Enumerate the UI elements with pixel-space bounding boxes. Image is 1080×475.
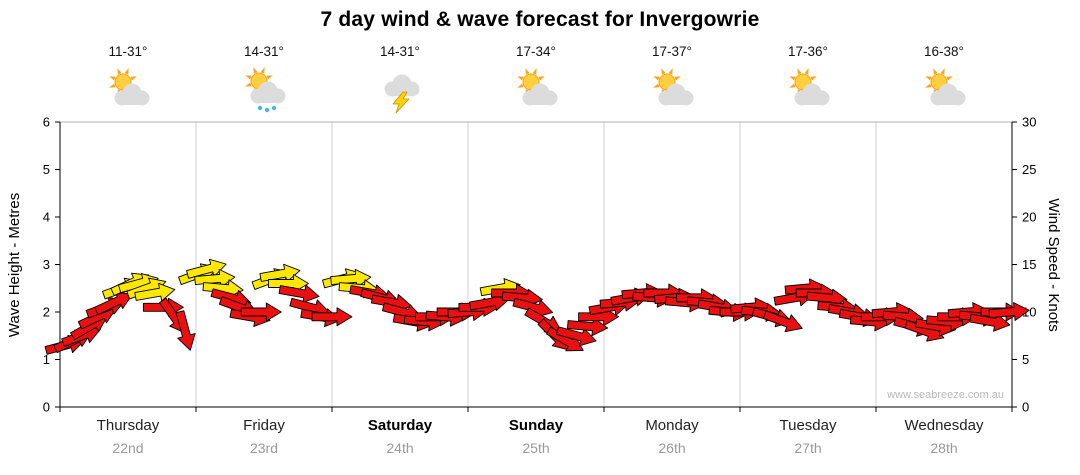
day-name-label: Thursday (96, 417, 160, 434)
temperature-range: 17-36° (788, 44, 828, 59)
wind-arrow (762, 310, 803, 333)
weather-icon-cell (604, 66, 740, 118)
right-tick-label: 20 (1022, 210, 1036, 225)
wind-arrow (202, 279, 244, 299)
left-tick-label: 3 (43, 257, 50, 272)
storm-icon (384, 74, 420, 114)
temperature-range: 16-38° (924, 44, 964, 59)
sun-cloud-icon (653, 68, 694, 106)
left-tick-label: 1 (43, 352, 50, 367)
day-date-label: 26th (658, 440, 686, 456)
right-tick-label: 15 (1022, 257, 1036, 272)
day-date-label: 27th (794, 440, 822, 456)
day-date-label: 28th (930, 440, 958, 456)
sun-cloud-icon (789, 68, 830, 106)
left-tick-label: 2 (43, 305, 50, 320)
day-date-label: 23rd (249, 440, 279, 456)
weather-icon-cell (876, 66, 1012, 118)
day-name-label: Wednesday (904, 417, 984, 434)
right-tick-label: 25 (1022, 162, 1036, 177)
temperature-range: 14-31° (380, 44, 420, 59)
day-name-label: Sunday (508, 417, 564, 434)
right-axis-title: Wind Speed - Knots (1045, 198, 1062, 332)
sun-cloud-rain-icon (245, 67, 286, 113)
left-axis-title: Wave Height - Metres (6, 192, 23, 338)
day-name-label: Friday (243, 417, 285, 434)
weather-icon-cell (740, 66, 876, 118)
chart-title: 7 day wind & wave forecast for Invergowr… (320, 8, 760, 31)
wind-arrow (240, 302, 282, 322)
sun-cloud-icon (925, 68, 966, 106)
wind-arrow (988, 302, 1030, 321)
day-name-label: Tuesday (779, 417, 837, 434)
right-tick-label: 0 (1022, 400, 1029, 415)
wind-arrow (512, 297, 554, 318)
wind-arrow (134, 282, 176, 302)
weather-icon-cell (196, 66, 332, 118)
wind-arrow (94, 291, 133, 316)
right-tick-label: 30 (1022, 115, 1036, 130)
right-tick-label: 5 (1022, 352, 1029, 367)
wind-arrow (311, 307, 353, 327)
wind-arrow (268, 274, 309, 293)
day-date-label: 24th (386, 440, 414, 456)
sun-cloud-icon (109, 68, 150, 106)
temperature-range: 17-37° (652, 44, 692, 59)
weather-icon-cell (468, 66, 604, 118)
wind-arrow (175, 310, 196, 351)
temperature-range: 11-31° (108, 44, 148, 59)
wind-arrow (566, 317, 609, 337)
sun-cloud-icon (517, 68, 558, 106)
left-tick-label: 4 (43, 210, 50, 225)
day-date-label: 22nd (112, 440, 144, 456)
day-name-label: Monday (645, 417, 699, 434)
left-tick-label: 6 (43, 115, 50, 130)
temperature-range: 14-31° (244, 44, 284, 59)
wind-arrow (278, 284, 320, 304)
day-date-label: 25th (522, 440, 550, 456)
left-tick-label: 5 (43, 162, 50, 177)
day-name-label: Saturday (367, 417, 433, 434)
weather-icon-cell (60, 66, 196, 118)
left-tick-label: 0 (43, 400, 50, 415)
watermark: www.seabreeze.com.au (886, 389, 1004, 401)
wind-arrow (555, 326, 597, 347)
weather-icon-cell (332, 66, 468, 118)
temperature-range: 17-34° (516, 44, 556, 59)
